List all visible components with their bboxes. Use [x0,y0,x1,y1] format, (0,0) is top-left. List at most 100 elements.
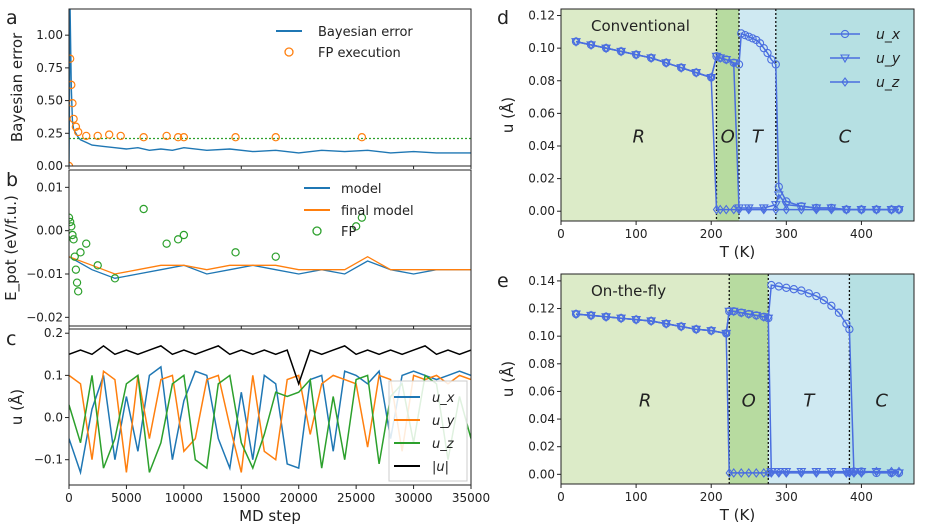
panel-title-d: Conventional [591,17,690,35]
marker-uz [895,204,903,215]
marker-uy [711,52,722,62]
series-line-final-model [69,255,471,275]
marker-uz [812,204,821,215]
marker-uz [587,310,595,321]
plot-frame-a [68,8,472,167]
legend-label-fp-execution: FP execution [318,46,401,61]
fp-point [69,217,75,227]
x-tick-label-e: 0 [557,490,565,504]
y-tick-label-d: 0.06 [528,106,555,120]
marker-uz [850,468,858,478]
marker-ux [767,55,776,64]
y-tick-label-a: 0.00 [36,159,63,173]
marker-ux [834,308,844,317]
marker-uz [692,67,700,78]
marker-uy [751,311,762,321]
y-tick-label-d: 0.02 [528,172,555,186]
marker-uz [827,204,836,215]
x-tick-label-e: 100 [625,490,648,504]
chart-b-potential-energy: −0.02 −0.01 0.00 0.01 E_pot (eV/f.u.) model fi… [2,169,472,329]
legend-label-ux: u_x [876,27,901,43]
marker-uz [887,466,896,477]
panel-label-b: b [6,169,18,191]
panel-label-c: c [6,328,16,350]
legend-label-bayesian-error: Bayesian error [318,25,413,40]
y-tick-label-e: 0.14 [528,274,555,288]
marker-ux [740,30,750,40]
legend-swatch-fp-execution [284,47,294,57]
marker-ux [819,296,829,305]
y-tick-label-c: −0.1 [34,453,63,467]
x-tick-label-e: 400 [850,490,873,504]
x-tick-label-d: 200 [700,227,723,241]
phase-label-C: C [875,390,888,411]
fp-point [69,230,77,240]
x-tick-label-c: 15000 [222,491,260,505]
marker-uz [730,468,738,478]
marker-uz [797,204,806,215]
fp-execution-point [231,133,240,142]
marker-uz [647,53,655,63]
marker-uz [827,468,836,478]
marker-ux [845,325,854,334]
fp-execution-point [69,99,77,108]
y-tick-label-a: 0.50 [36,94,63,108]
y-tick-label-e: 0.06 [528,384,555,398]
marker-ux [840,29,850,39]
y-tick-label-d: 0.10 [528,41,555,55]
phase-region-R [561,274,730,484]
fp-execution-point [162,131,171,141]
marker-uy [796,202,807,212]
y-axis-label-a: Bayesian error [8,32,26,142]
phase-label-O: O [721,127,735,148]
x-tick-label-c: 0 [65,491,73,505]
marker-uz [730,204,738,215]
marker-uz [764,468,772,478]
panel-a-label: a [6,7,18,29]
marker-uz [632,314,640,325]
chart-e-on-the-fly: R O T C 0.00 0.02 0.04 0.06 0.08 0.10 0.12 0.14 0 100… [498,273,915,524]
fp-execution-point [104,130,114,139]
marker-uy [728,59,739,68]
legend-label-uz: u_z [876,75,900,91]
y-axis-label-e: u (Å) [498,361,517,397]
fp-execution-point [116,131,125,141]
fp-execution-point [173,133,183,142]
fp-execution-point [93,131,102,141]
phase-label-T: T [752,127,765,148]
y-tick-label-d: 0.04 [528,139,555,153]
marker-ux [744,32,753,41]
marker-uz [602,43,610,54]
phase-region-T [739,9,776,221]
legend-label-ux: u_x [432,391,455,406]
phase-label-T: T [803,390,816,411]
marker-uy [770,201,781,210]
marker-uz [745,468,753,478]
marker-uz [735,204,743,215]
marker-uz [716,204,724,215]
y-tick-label-d: 0.00 [528,204,555,218]
series-line-model [69,256,471,279]
phase-label-R: R [632,127,645,148]
marker-uz [722,328,730,339]
marker-uy [773,191,784,201]
series-line-abs-u [69,344,471,387]
marker-uz [857,204,866,215]
y-tick-label-e: 0.04 [528,412,555,426]
series-line-ux [69,365,471,476]
y-tick-label-c: 0.2 [44,326,63,340]
x-tick-label-c: 35000 [452,491,490,505]
fp-point [82,239,91,248]
fp-point [271,252,280,261]
y-tick-label-e: 0.12 [528,302,555,316]
x-axis-label-c: MD step [239,507,301,525]
plot-frame-c [68,328,472,486]
y-axis-label-d: u (Å) [498,97,517,133]
series-line-bayesian-error [69,9,471,166]
x-tick-label-d: 400 [850,227,873,241]
marker-uy [840,54,850,64]
marker-uz [872,466,881,477]
marker-ux [797,286,806,295]
y-tick-label-b: −0.02 [26,310,63,324]
marker-uz [587,39,595,50]
